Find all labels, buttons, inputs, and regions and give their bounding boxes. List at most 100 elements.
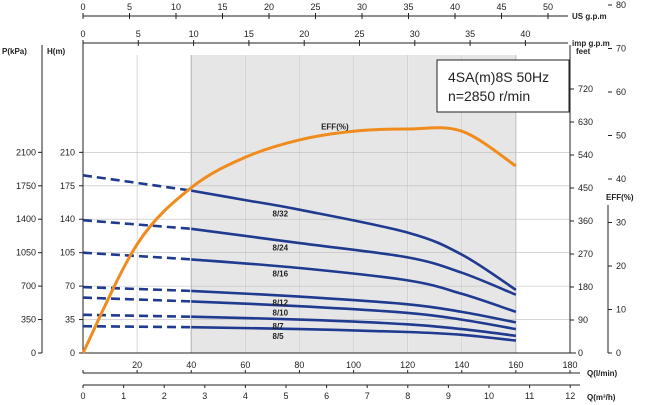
us-gpm-tick-label: 45 <box>496 2 506 12</box>
q-lmin-unit-label: Q(l/min) <box>587 369 618 378</box>
q-m3h-tick-label: 1 <box>121 391 126 401</box>
feet-tick-label: 720 <box>578 84 593 94</box>
q-m3h-tick-label: 3 <box>202 391 207 401</box>
us-gpm-tick-label: 50 <box>543 2 553 12</box>
head-curve-dashed-8-16 <box>82 251 192 261</box>
efficiency-curve-label: EFF(%) <box>321 123 349 132</box>
q-lmin-tick-label: 140 <box>454 360 469 370</box>
q-lmin-tick-label: 160 <box>508 360 523 370</box>
head-curve-8-16 <box>191 258 517 314</box>
eff-tick-label: 30 <box>616 218 626 228</box>
head-curve-8-24 <box>191 227 517 296</box>
imp-gpm-tick-label: 25 <box>354 29 364 39</box>
q-lmin-tick-label: 100 <box>346 360 361 370</box>
eff-tick-label: 0 <box>616 348 621 358</box>
h-m-tick-label: 0 <box>70 348 75 358</box>
eff-unit-label: EFF(%) <box>606 193 634 202</box>
q-m3h-tick-label: 10 <box>484 391 494 401</box>
q-lmin-tick-label: 20 <box>132 360 142 370</box>
us-gpm-tick-label: 25 <box>310 2 320 12</box>
head-curve-dashed-8-5 <box>82 324 192 329</box>
feet-tick-label: 450 <box>578 183 593 193</box>
chart-title: 4SA(m)8S 50Hz <box>448 69 549 85</box>
p-kpa-tick-label: 0 <box>31 348 36 358</box>
efficiency-curve <box>81 126 517 354</box>
p-kpa-tick-label: 1400 <box>16 214 36 224</box>
h-m-tick-label: 70 <box>65 281 75 291</box>
eff-tick-label: 70 <box>616 44 626 54</box>
feet-tick-label: 630 <box>578 117 593 127</box>
head-curve-dashed-8-32 <box>82 174 192 192</box>
h-m-unit-label: H(m) <box>47 47 66 56</box>
us-gpm-tick-label: 15 <box>217 2 227 12</box>
q-m3h-tick-label: 7 <box>365 391 370 401</box>
q-lmin-tick-label: 180 <box>562 360 577 370</box>
head-curve-dashed-8-10 <box>82 296 192 303</box>
q-lmin-tick-label: 80 <box>294 360 304 370</box>
eff-tick-label: 80 <box>616 0 626 10</box>
chart-subtitle: n=2850 r/min <box>448 88 530 104</box>
p-kpa-tick-label: 700 <box>21 281 36 291</box>
curve-label-8-16: 8/16 <box>273 269 289 278</box>
h-m-tick-label: 140 <box>60 214 75 224</box>
head-curve-8-32 <box>190 189 517 291</box>
q-lmin-tick-label: 120 <box>400 360 415 370</box>
head-curve-8-12 <box>191 289 517 324</box>
us-gpm-tick-label: 0 <box>80 2 85 12</box>
eff-tick-label: 50 <box>616 131 626 141</box>
p-kpa-unit-label: P(kPa) <box>2 47 27 56</box>
p-kpa-tick-label: 350 <box>21 315 36 325</box>
feet-tick-label: 360 <box>578 216 593 226</box>
feet-tick-label: 90 <box>578 315 588 325</box>
imp-gpm-tick-label: 5 <box>136 29 141 39</box>
head-curve-8-7 <box>191 315 517 338</box>
p-kpa-tick-label: 2100 <box>16 147 36 157</box>
us-gpm-tick-label: 30 <box>357 2 367 12</box>
curve-label-8-10: 8/10 <box>273 308 289 317</box>
q-m3h-tick-label: 8 <box>405 391 410 401</box>
head-curve-dashed-8-24 <box>82 218 192 231</box>
eff-tick-label: 20 <box>616 261 626 271</box>
q-m3h-tick-label: 9 <box>446 391 451 401</box>
curve-label-8-5: 8/5 <box>273 332 285 341</box>
us-gpm-tick-label: 10 <box>171 2 181 12</box>
us-gpm-tick-label: 35 <box>403 2 413 12</box>
q-m3h-tick-label: 12 <box>565 391 575 401</box>
curve-label-8-32: 8/32 <box>273 209 289 218</box>
feet-tick-label: 180 <box>578 282 593 292</box>
q-m3h-unit-label: Q(m³/h) <box>587 393 616 402</box>
us-gpm-unit-label: US g.p.m <box>572 12 607 21</box>
p-kpa-tick-label: 1750 <box>16 181 36 191</box>
feet-unit-label: feet <box>576 47 591 56</box>
q-m3h-tick-label: 2 <box>162 391 167 401</box>
us-gpm-tick-label: 40 <box>450 2 460 12</box>
q-m3h-tick-label: 4 <box>243 391 248 401</box>
h-m-tick-label: 105 <box>60 248 75 258</box>
h-m-tick-label: 35 <box>65 315 75 325</box>
imp-gpm-tick-label: 30 <box>410 29 420 39</box>
imp-gpm-tick-label: 10 <box>189 29 199 39</box>
h-m-tick-label: 175 <box>60 181 75 191</box>
curve-label-8-7: 8/7 <box>273 322 285 331</box>
eff-tick-label: 60 <box>616 87 626 97</box>
head-curve-8-5 <box>191 325 517 342</box>
imp-gpm-tick-label: 35 <box>465 29 475 39</box>
q-m3h-tick-label: 6 <box>324 391 329 401</box>
q-lmin-tick-label: 40 <box>186 360 196 370</box>
imp-gpm-tick-label: 15 <box>244 29 254 39</box>
curve-label-8-12: 8/12 <box>273 299 289 308</box>
q-m3h-tick-label: 11 <box>525 391 534 401</box>
q-lmin-tick-label: 60 <box>240 360 250 370</box>
head-curve-8-10 <box>191 300 517 331</box>
q-m3h-tick-label: 5 <box>283 391 288 401</box>
imp-gpm-tick-label: 40 <box>520 29 530 39</box>
curve-label-8-24: 8/24 <box>273 244 289 253</box>
eff-tick-label: 40 <box>616 174 626 184</box>
p-kpa-tick-label: 1050 <box>16 248 36 258</box>
eff-tick-label: 10 <box>616 305 626 315</box>
feet-tick-label: 0 <box>578 348 583 358</box>
imp-gpm-tick-label: 20 <box>299 29 309 39</box>
imp-gpm-tick-label: 0 <box>80 29 85 39</box>
feet-tick-label: 270 <box>578 249 593 259</box>
